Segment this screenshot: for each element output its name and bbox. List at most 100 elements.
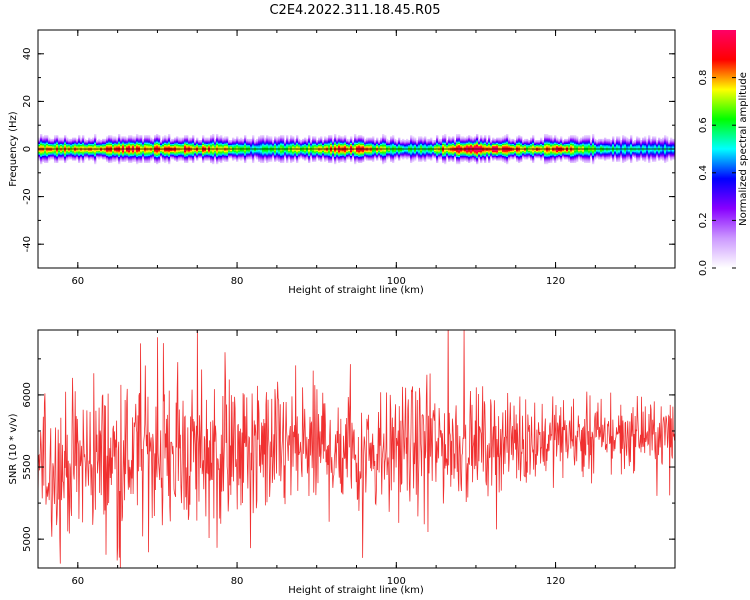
- spectrogram-cell: [326, 142, 329, 144]
- spectrogram-cell: [252, 149, 255, 152]
- spectrogram-cell: [442, 149, 445, 152]
- spectrogram-cell: [462, 156, 465, 159]
- spectrogram-cell: [358, 156, 361, 159]
- spectrogram-cell: [86, 144, 89, 147]
- spectrogram-cell: [384, 151, 387, 154]
- spectrogram-cell: [276, 155, 279, 158]
- spectrogram-cell: [234, 138, 237, 141]
- spectrogram-cell: [284, 143, 287, 146]
- spectrogram-cell: [264, 142, 267, 144]
- spectrogram-cell: [448, 160, 451, 162]
- spectrogram-cell: [164, 138, 167, 141]
- spectrogram-cell: [374, 154, 377, 156]
- spectrogram-cell: [434, 147, 437, 149]
- spectrogram-cell: [118, 156, 121, 159]
- spectrogram-cell: [290, 144, 293, 147]
- spectrogram-cell: [130, 140, 133, 142]
- spectrogram-cell: [46, 160, 49, 162]
- spectrogram-cell: [252, 157, 255, 160]
- spectrogram-cell: [242, 144, 245, 147]
- spectrogram-cell: [262, 144, 265, 147]
- spectrogram-cell: [108, 160, 111, 162]
- spectrogram-cell: [106, 153, 109, 155]
- spectrogram-cell: [264, 153, 267, 155]
- spectrogram-cell: [372, 154, 375, 156]
- spectrogram-cell: [492, 144, 495, 147]
- spectrogram-cell: [508, 138, 511, 141]
- spectrogram-cell: [152, 141, 155, 143]
- spectrogram-cell: [428, 146, 431, 148]
- spectrogram-cell: [94, 162, 97, 165]
- spectrogram-cell: [218, 146, 221, 148]
- spectrogram-cell: [324, 137, 327, 140]
- spectrogram-cell: [126, 144, 129, 147]
- spectrogram-cell: [368, 157, 371, 160]
- spectrogram-cell: [180, 141, 183, 143]
- spectrogram-cell: [538, 141, 541, 143]
- spectrogram-cell: [300, 156, 303, 159]
- spectrogram-cell: [68, 141, 71, 143]
- spectrogram-cell: [400, 144, 403, 147]
- spectrogram-cell: [412, 144, 415, 147]
- spectrogram-cell: [260, 159, 263, 161]
- spectrogram-cell: [414, 140, 417, 142]
- spectrogram-cell: [304, 151, 307, 154]
- spectrogram-cell: [320, 150, 323, 153]
- spectrogram-cell: [314, 154, 317, 156]
- spectrogram-cell: [66, 140, 69, 142]
- spectrogram-cell: [252, 135, 255, 137]
- spectrogram-cell: [354, 134, 357, 136]
- spectrogram-cell: [222, 143, 225, 146]
- spectrogram-cell: [190, 140, 193, 142]
- spectrogram-cell: [302, 153, 305, 155]
- spectrogram-cell: [428, 150, 431, 153]
- spectrogram-cell: [470, 140, 473, 142]
- spectrogram-cell: [116, 140, 119, 142]
- spectrogram-cell: [444, 138, 447, 141]
- spectrogram-cell: [382, 159, 385, 161]
- spectrogram-cell: [268, 138, 271, 141]
- spectrogram-cell: [92, 151, 95, 154]
- spectrogram-cell: [116, 144, 119, 147]
- spectrogram-cell: [494, 151, 497, 154]
- spectrogram-cell: [436, 159, 439, 161]
- spectrogram-cell: [494, 142, 497, 144]
- spectrogram-cell: [62, 151, 65, 154]
- spectrogram-cell: [430, 157, 433, 160]
- spectrogram-cell: [362, 141, 365, 143]
- spectrogram-cell: [278, 140, 281, 142]
- spectrogram-cell: [408, 149, 411, 152]
- spectrogram-cell: [528, 141, 531, 143]
- spectrogram-cell: [52, 147, 55, 149]
- spectrogram-cell: [128, 153, 131, 155]
- spectrogram-cell: [526, 144, 529, 147]
- spectrogram-cell: [116, 149, 119, 152]
- spectrogram-cell: [446, 142, 449, 144]
- spectrogram-cell: [230, 141, 233, 143]
- spectrogram-cell: [466, 156, 469, 159]
- spectrogram-cell: [188, 140, 191, 142]
- spectrogram-cell: [392, 147, 395, 149]
- spectrogram-cell: [214, 149, 217, 152]
- spectrogram-cell: [534, 155, 537, 158]
- spectrogram-cell: [110, 160, 113, 162]
- spectrogram-cell: [330, 137, 333, 140]
- spectrogram-cell: [458, 144, 461, 147]
- spectrogram-cell: [112, 138, 115, 141]
- spectrogram-cell: [508, 147, 511, 149]
- spectrogram-cell: [544, 159, 547, 161]
- spectrogram-cell: [350, 143, 353, 146]
- spectrogram-cell: [238, 140, 241, 142]
- spectrogram-cell: [530, 159, 533, 161]
- spectrogram-cell: [82, 157, 85, 160]
- spectrogram-cell: [260, 141, 263, 143]
- spectrogram-cell: [102, 156, 105, 159]
- spectrogram-cell: [44, 140, 47, 142]
- spectrogram-cell: [136, 153, 139, 155]
- spectrogram-cell: [58, 140, 61, 142]
- spectrogram-cell: [258, 138, 261, 141]
- spectrogram-cell: [40, 151, 43, 154]
- spectrogram-cell: [140, 140, 143, 142]
- spectrogram-cell: [422, 141, 425, 143]
- spectrogram-cell: [186, 156, 189, 159]
